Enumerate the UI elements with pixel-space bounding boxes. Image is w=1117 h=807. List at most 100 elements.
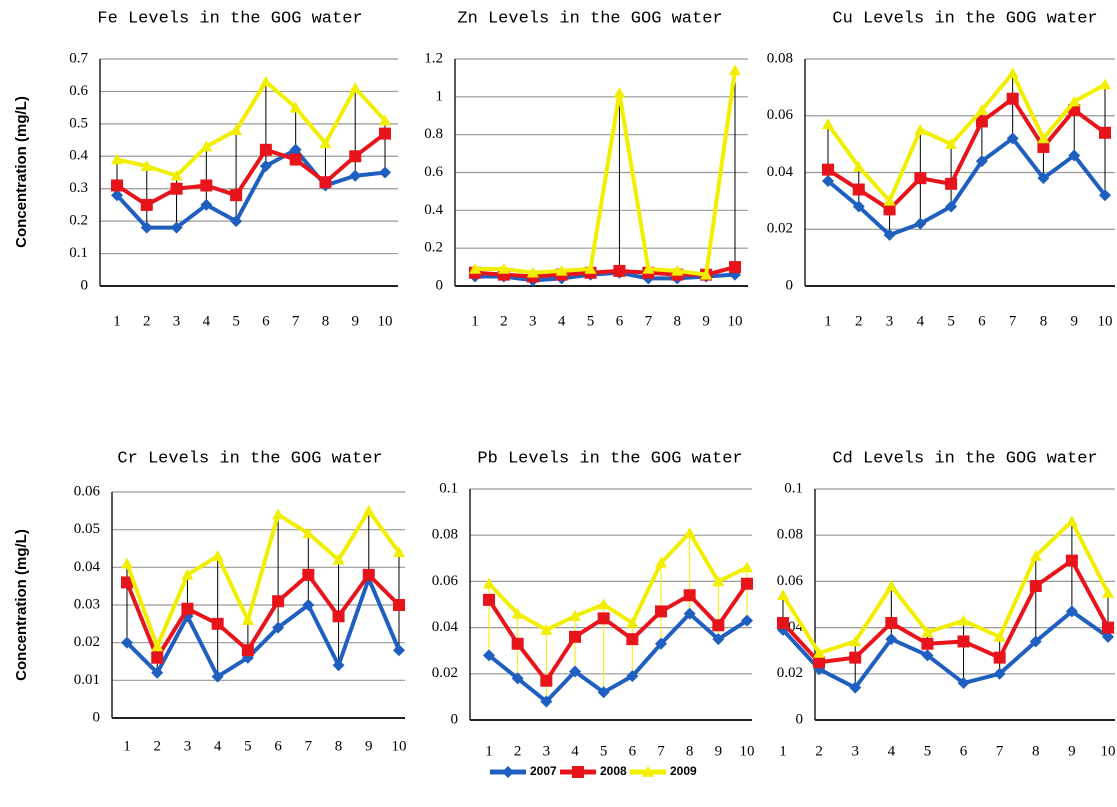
data-point [379, 166, 391, 179]
data-point [626, 670, 639, 683]
x-tick-label: 4 [917, 313, 925, 329]
data-point [712, 633, 725, 646]
data-point [597, 686, 610, 699]
x-tick-label: 6 [616, 313, 624, 329]
data-point [712, 575, 725, 587]
x-tick-label: 7 [657, 743, 665, 759]
y-tick-label: 0.2 [424, 240, 443, 256]
x-tick-label: 10 [740, 743, 755, 759]
data-point [993, 667, 1006, 680]
data-point [1102, 621, 1114, 634]
data-point [230, 215, 243, 228]
series-line [487, 611, 749, 704]
x-tick-label: 2 [500, 313, 508, 329]
data-point [569, 665, 581, 678]
data-point [483, 577, 495, 589]
data-point [259, 160, 272, 173]
data-point [655, 637, 667, 650]
legend-label: 2008 [600, 764, 627, 778]
data-point [170, 221, 183, 234]
data-point [852, 160, 865, 172]
data-point [613, 87, 626, 98]
y-tick-label: 0.1 [69, 245, 88, 261]
data-point [200, 198, 213, 211]
y-tick-label: 0.08 [767, 50, 793, 66]
data-point [852, 183, 865, 196]
x-tick-label: 2 [815, 743, 823, 759]
data-point [1006, 132, 1019, 145]
data-point [741, 614, 753, 627]
chart-title: Zn Levels in the GOG water [457, 9, 722, 28]
data-point [741, 577, 753, 590]
y-tick-label: 0.04 [767, 164, 794, 180]
y-tick-label: 0.7 [69, 50, 88, 66]
data-point [511, 607, 524, 619]
chart-title: Pb Levels in the GOG water [477, 449, 742, 468]
data-point [822, 118, 834, 130]
data-point [975, 155, 988, 168]
y-tick-label: 0.06 [74, 483, 101, 499]
data-point [945, 138, 958, 149]
data-point [393, 546, 405, 558]
y-tick-label: 0.8 [424, 126, 443, 142]
data-point [140, 198, 153, 211]
data-point [849, 635, 862, 647]
data-point [241, 644, 254, 657]
x-tick-label: 5 [924, 743, 932, 759]
data-point [1029, 635, 1042, 648]
data-point [302, 599, 315, 611]
data-point [1006, 92, 1019, 105]
data-point [883, 203, 896, 216]
data-point [885, 580, 898, 591]
data-point [777, 589, 789, 601]
series-line [475, 70, 737, 277]
data-point [1102, 630, 1114, 643]
x-tick-label: 1 [471, 313, 479, 329]
data-point [319, 176, 332, 189]
x-tick-label: 7 [1009, 313, 1017, 329]
x-tick-label: 8 [686, 743, 694, 759]
x-tick-label: 1 [485, 743, 493, 759]
data-point [626, 633, 639, 646]
data-point [1029, 580, 1042, 593]
x-tick-label: 4 [888, 743, 896, 759]
data-point [849, 651, 862, 664]
x-tick-label: 10 [378, 313, 393, 329]
y-tick-label: 0.4 [69, 148, 88, 164]
data-point [140, 221, 153, 234]
chart-title: Cd Levels in the GOG water [832, 449, 1097, 468]
data-point [332, 610, 345, 623]
y-tick-label: 0 [436, 277, 444, 293]
data-point [921, 637, 934, 650]
series-line [781, 519, 1110, 656]
y-tick-label: 0.04 [74, 559, 101, 575]
data-point [555, 264, 568, 276]
data-point [975, 115, 988, 128]
x-tick-label: 1 [123, 738, 131, 754]
y-tick-label: 0.6 [69, 83, 88, 99]
data-point [1065, 515, 1078, 527]
data-point [483, 649, 495, 662]
series-line [826, 71, 1106, 203]
x-tick-label: 7 [292, 313, 300, 329]
data-point [597, 612, 610, 625]
x-tick-label: 2 [514, 743, 522, 759]
y-tick-label: 0.2 [69, 213, 88, 229]
x-tick-label: 4 [558, 313, 566, 329]
data-point [655, 556, 667, 568]
data-point [849, 681, 862, 694]
y-tick-label: 0 [93, 709, 101, 725]
data-point [151, 651, 164, 664]
y-tick-label: 0 [451, 711, 459, 727]
y-tick-label: 1 [436, 88, 444, 104]
data-point [1065, 554, 1078, 567]
series-line [781, 609, 1110, 690]
data-point [111, 189, 123, 202]
data-point [241, 614, 254, 625]
x-tick-label: 9 [1070, 313, 1078, 329]
x-tick-label: 2 [855, 313, 863, 329]
x-tick-label: 3 [543, 743, 551, 759]
y-tick-label: 1.2 [424, 50, 443, 66]
series-line [826, 96, 1107, 212]
data-point [1099, 126, 1111, 139]
